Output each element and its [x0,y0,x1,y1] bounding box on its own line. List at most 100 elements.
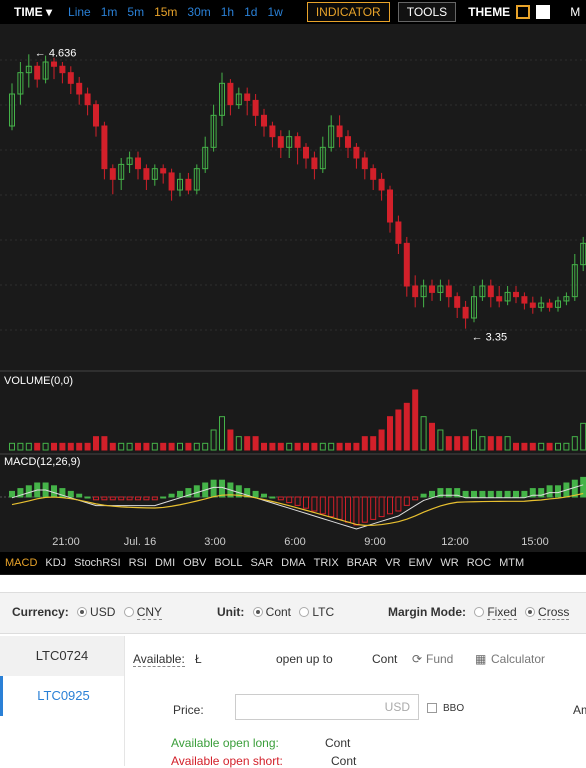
unit-cont-radio[interactable] [252,607,263,617]
volume-bar [210,429,217,451]
bbo-checkbox[interactable] [427,703,437,713]
unit-ltc-label[interactable]: LTC [312,605,335,619]
candle [345,136,351,148]
margin-cross-radio[interactable] [525,607,536,617]
currency-usd-label[interactable]: USD [90,605,116,619]
interval-1h[interactable]: 1h [220,5,235,19]
toolbar-more[interactable]: M [570,5,581,19]
candle [202,146,209,170]
interval-1m[interactable]: 1m [100,5,118,19]
chart-panel[interactable]: ← 4.636 ← 3.35 VOLUME(0,0) MACD(12,26,9) 21:… [0,0,586,575]
volume-bar [202,442,209,451]
candle [336,125,343,138]
candle [84,93,91,106]
macd-histogram-bar [76,493,83,498]
indicator-emv[interactable]: EMV [408,557,433,569]
indicator-mtm[interactable]: MTM [499,557,525,569]
candle [521,296,528,304]
candle [34,65,41,80]
candle [135,157,141,170]
indicator-vr[interactable]: VR [385,557,401,569]
indicator-roc[interactable]: ROC [466,557,492,569]
price-unit: USD [384,700,410,714]
indicator-rsi[interactable]: RSI [128,557,147,569]
x-tick-label: 21:00 [52,536,80,548]
volume-bar [227,429,234,451]
candle [109,168,116,180]
indicator-stochrsi[interactable]: StochRSI [74,557,121,569]
macd-histogram-bar [25,485,32,498]
candle [51,61,57,67]
fund-link[interactable]: Fund [426,652,454,666]
volume-bar [361,436,368,451]
tools-button[interactable]: TOOLS [397,2,457,22]
macd-histogram-bar [294,496,301,506]
volume-bar [17,442,24,451]
indicator-kdj[interactable]: KDJ [45,557,67,569]
candle [471,296,477,319]
price-chart[interactable]: ← 4.636 ← 3.35 VOLUME(0,0) MACD(12,26,9) 21:… [0,0,586,575]
interval-1d[interactable]: 1d [244,5,258,19]
macd-histogram-bar [395,496,402,512]
macd-signal-line [11,492,584,526]
macd-histogram-bar [504,490,511,498]
interval-15m[interactable]: 15m [154,5,178,19]
candle [67,72,74,84]
indicator-dma[interactable]: DMA [281,557,306,569]
interval-5m[interactable]: 5m [127,5,145,19]
indicator-brar[interactable]: BRAR [346,557,378,569]
bbo-label[interactable]: BBO [443,703,465,714]
interval-1w[interactable]: 1w [267,5,283,19]
macd-histogram-bar [454,488,461,498]
time-dropdown[interactable]: TIME ▾ [14,5,53,19]
theme-light-swatch[interactable] [536,5,551,19]
indicator-macd[interactable]: MACD [5,557,38,569]
indicator-button[interactable]: INDICATOR [306,2,390,22]
indicator-wr[interactable]: WR [440,557,459,569]
interval-30m[interactable]: 30m [187,5,211,19]
candle [185,178,192,191]
candle [160,168,167,174]
volume-bar [277,442,284,451]
refresh-icon[interactable]: ⟳ [412,652,423,666]
candle [555,300,561,308]
volume-bar [437,429,444,451]
indicator-trix[interactable]: TRIX [313,557,339,569]
macd-histogram-bar [67,490,74,498]
volume-bar [471,429,477,451]
indicator-boll[interactable]: BOLL [214,557,243,569]
currency-cny-label[interactable]: CNY [136,605,163,620]
theme-dark-swatch[interactable] [516,5,531,19]
volume-bar [25,442,32,451]
indicator-dmi[interactable]: DMI [154,557,176,569]
volume-bar [219,416,225,451]
tab-ltc0925[interactable]: LTC0925 [0,676,124,716]
macd-histogram-bar [462,490,469,498]
indicator-sar[interactable]: SAR [250,557,274,569]
candle [311,157,318,170]
interval-line[interactable]: Line [68,5,91,19]
margin-fixed-radio[interactable] [474,607,485,617]
candle [529,302,536,308]
unit-cont-label[interactable]: Cont [265,605,292,619]
unit-group: Unit: Cont LTC [217,605,334,619]
volume-bar [454,436,461,451]
volume-bar [412,389,419,451]
indicator-obv[interactable]: OBV [183,557,207,569]
currency-usd-radio[interactable] [77,607,88,617]
volume-bar [84,442,91,451]
volume-bar [429,422,435,451]
calculator-icon[interactable]: ▦ [475,652,487,666]
margin-cross-label[interactable]: Cross [538,605,570,620]
available-symbol: Ł [195,652,202,666]
volume-bar [244,436,251,451]
candle [210,114,217,148]
unit-ltc-radio[interactable] [299,607,310,617]
volume-bar [345,442,351,451]
tab-ltc0724[interactable]: LTC0724 [0,636,124,676]
price-input[interactable]: USD [235,694,419,720]
margin-fixed-label[interactable]: Fixed [487,605,517,620]
available-label[interactable]: Available: [133,652,185,667]
currency-cny-radio[interactable] [123,607,134,617]
calculator-link[interactable]: Calculator [491,652,546,666]
